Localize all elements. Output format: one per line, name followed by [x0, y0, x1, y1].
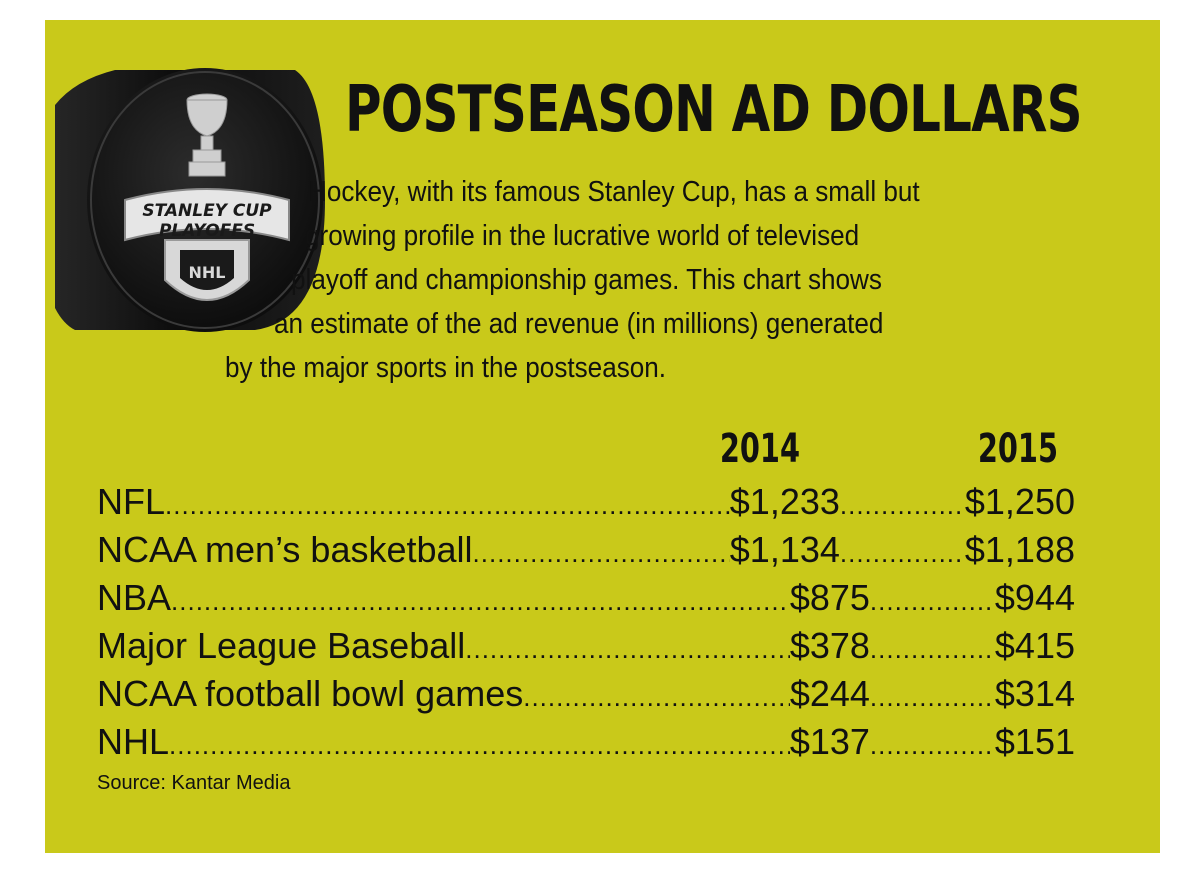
- value-2014: $1,233: [729, 481, 840, 522]
- intro-line: an estimate of the ad revenue (in millio…: [274, 308, 884, 340]
- column-header-2014: 2014: [719, 426, 800, 472]
- leader-dots: [523, 673, 790, 718]
- value-2015: $944: [994, 577, 1075, 618]
- value-2014: $137: [789, 721, 870, 762]
- value-2014: $1,134: [729, 529, 840, 570]
- intro-line: by the major sports in the postseason.: [225, 352, 667, 384]
- value-2015: $1,188: [964, 529, 1075, 570]
- value-2014: $244: [789, 673, 870, 714]
- row-label: NBA: [97, 577, 172, 618]
- leader-dots: [465, 625, 790, 670]
- table-row: NCAA football bowl games $244 $314: [97, 670, 1075, 718]
- hockey-puck-logo-icon: NHL STANLEY CUP PLAYOFFS: [55, 68, 325, 332]
- value-2015: $1,250: [964, 481, 1075, 522]
- table-row: Major League Baseball $378 $415: [97, 622, 1075, 670]
- row-label: NCAA men’s basketball: [97, 529, 473, 570]
- row-label: NFL: [97, 481, 166, 522]
- leader-dots: [473, 529, 730, 574]
- leader-dots: [870, 673, 995, 718]
- table-row: NCAA men’s basketball $1,134 $1,188: [97, 526, 1075, 574]
- table-row: NBA $875 $944: [97, 574, 1075, 622]
- leader-dots: [870, 577, 995, 622]
- puck-logo-line2: PLAYOFFS: [159, 221, 255, 241]
- leader-dots: [171, 577, 790, 622]
- source-note: Source: Kantar Media: [97, 772, 291, 794]
- intro-line: Hockey, with its famous Stanley Cup, has…: [308, 176, 920, 208]
- intro-line: growing profile in the lucrative world o…: [305, 220, 860, 252]
- value-2014: $378: [789, 625, 870, 666]
- table-row: NFL $1,233 $1,250: [97, 478, 1075, 526]
- leader-dots: [840, 529, 965, 574]
- leader-dots: [870, 721, 995, 766]
- row-label: Major League Baseball: [97, 625, 466, 666]
- column-header-2015: 2015: [977, 426, 1058, 472]
- puck-badge-text: NHL: [189, 263, 226, 282]
- value-2014: $875: [789, 577, 870, 618]
- table-row: NHL $137 $151: [97, 718, 1075, 766]
- leader-dots: [165, 481, 730, 526]
- puck-logo-line1: STANLEY CUP: [142, 201, 272, 221]
- leader-dots: [870, 625, 995, 670]
- row-label: NCAA football bowl games: [97, 673, 524, 714]
- intro-line: playoff and championship games. This cha…: [291, 264, 882, 296]
- leader-dots: [169, 721, 790, 766]
- value-2015: $314: [994, 673, 1075, 714]
- value-2015: $151: [994, 721, 1075, 762]
- row-label: NHL: [97, 721, 170, 762]
- chart-title: POSTSEASON AD DOLLARS: [345, 73, 1083, 147]
- value-2015: $415: [994, 625, 1075, 666]
- data-table: NFL $1,233 $1,250 NCAA men’s basketball $1,1…: [97, 478, 1075, 766]
- leader-dots: [840, 481, 965, 526]
